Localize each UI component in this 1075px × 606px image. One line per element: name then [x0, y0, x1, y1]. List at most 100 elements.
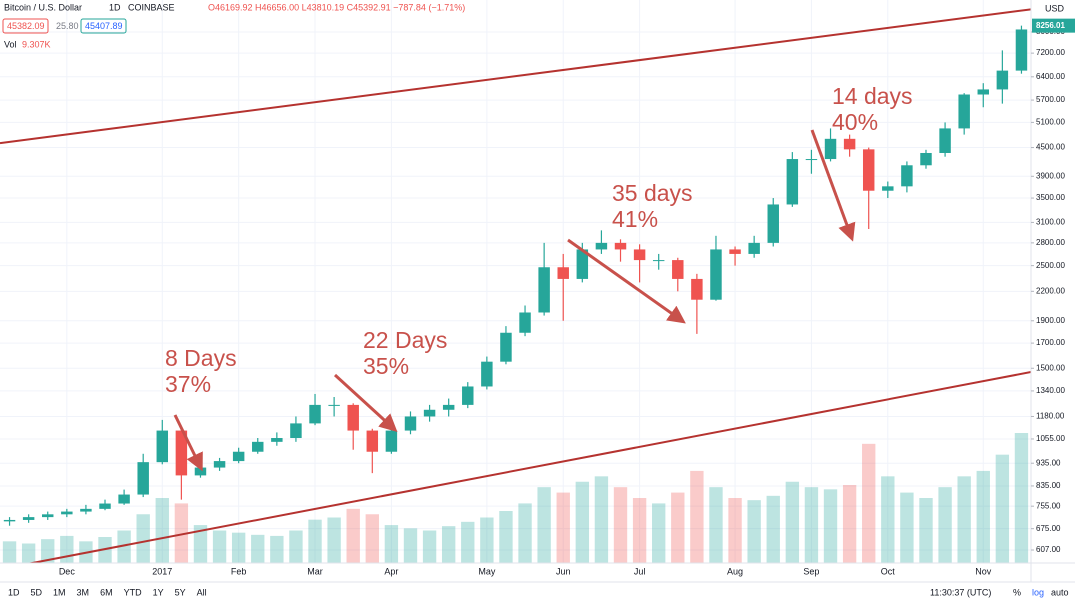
volume-bar: [270, 535, 284, 563]
volume-bar: [41, 539, 55, 563]
percent-button[interactable]: %: [1013, 587, 1021, 597]
y-tick-label: 3500.00: [1036, 193, 1065, 202]
candle-body: [194, 467, 207, 476]
interval: 1D: [109, 2, 121, 12]
volume-bar: [747, 500, 761, 563]
candle-body: [137, 462, 149, 495]
symbol-title: Bitcoin / U.S. Dollar: [4, 2, 82, 12]
candle-body: [404, 416, 417, 431]
clock: 11:30:37 (UTC): [930, 587, 991, 597]
volume-bar: [728, 498, 742, 563]
candle-body: [557, 267, 569, 279]
volume-bar: [995, 454, 1010, 563]
candle-body: [996, 70, 1009, 90]
annotation: 22 Days: [363, 327, 447, 353]
grid: [0, 0, 1031, 563]
volume-bar: [346, 508, 360, 563]
volume-bar: [2, 541, 17, 563]
y-axis: 607.00 675.00 755.00 835.00 935.00 1055.00 118…: [1031, 18, 1075, 554]
candle-body: [691, 278, 703, 300]
candle-body: [977, 89, 989, 95]
candle-body: [595, 242, 608, 250]
y-tick-label: 1700.00: [1036, 338, 1065, 347]
candle-body: [576, 249, 589, 279]
volume-bar: [21, 543, 36, 563]
candle-body: [442, 404, 455, 410]
candle-body: [232, 451, 245, 462]
y-tick-label: 3100.00: [1036, 218, 1065, 227]
volume-bar: [537, 487, 551, 563]
annotation: 37%: [165, 371, 211, 397]
volume-bar: [594, 476, 609, 563]
log-button[interactable]: log: [1032, 587, 1044, 597]
volume-bar: [766, 495, 780, 563]
bid: 45382.09: [7, 21, 45, 31]
ask-box[interactable]: [80, 18, 127, 34]
candle-body: [882, 186, 894, 191]
volume-label: Vol: [4, 39, 17, 49]
x-tick-label: May: [478, 566, 496, 576]
x-tick-label: Feb: [231, 566, 247, 576]
y-tick-label: 3900.00: [1036, 171, 1065, 180]
y-tick-label: 935.00: [1036, 458, 1061, 467]
bid-box[interactable]: [2, 18, 49, 34]
volume-bar: [308, 519, 322, 563]
range-button[interactable]: 5D: [31, 587, 43, 597]
volume-bar: [785, 481, 800, 563]
candle-body: [309, 404, 321, 424]
candle-body: [633, 249, 646, 261]
candle-body: [99, 503, 111, 509]
currency: USD: [1045, 3, 1065, 13]
volume-bar: [652, 503, 666, 563]
candle-body: [805, 159, 818, 161]
candle-body: [958, 94, 970, 129]
y-tick-label: 5700.00: [1036, 95, 1065, 104]
arrow: [333, 373, 398, 433]
trend-line: [0, 8, 1031, 145]
auto-button[interactable]: auto: [1051, 587, 1069, 597]
volume-bar: [212, 530, 227, 563]
volume-bar: [60, 535, 74, 563]
annotation: 41%: [612, 206, 658, 232]
range-button[interactable]: All: [197, 587, 207, 597]
candle-body: [271, 438, 283, 442]
volume-bar: [136, 514, 150, 563]
candle-body: [920, 152, 932, 166]
x-tick-label: 2017: [152, 566, 172, 576]
range-button[interactable]: 6M: [100, 587, 113, 597]
volume-bar: [556, 492, 570, 563]
candle-body: [462, 386, 474, 405]
candle-body: [748, 242, 760, 254]
range-button[interactable]: 1Y: [153, 587, 164, 597]
candle-body: [862, 149, 875, 191]
range-button[interactable]: 5Y: [175, 587, 186, 597]
volume-bar: [231, 532, 246, 563]
x-tick-label: Jun: [556, 566, 571, 576]
volume-bar: [461, 521, 475, 563]
volume-bar: [632, 498, 647, 563]
range-button[interactable]: YTD: [124, 587, 143, 597]
x-tick-label: Nov: [975, 566, 992, 576]
y-tick-label: 2800.00: [1036, 238, 1065, 247]
x-tick-label: Mar: [307, 566, 323, 576]
volume-bar: [862, 443, 876, 563]
volume-bar: [384, 525, 399, 563]
candle-body: [824, 138, 837, 160]
candle-body: [901, 165, 913, 187]
annotation: 40%: [832, 109, 878, 135]
range-button[interactable]: 3M: [77, 587, 90, 597]
trend-layer: [0, 8, 1031, 563]
volume-bar: [193, 525, 208, 563]
x-tick-label: Jul: [634, 566, 646, 576]
volume-bar: [671, 492, 685, 563]
annotation: 35 days: [612, 180, 693, 206]
annotation: 14 days: [832, 83, 913, 109]
volume-bar: [957, 476, 971, 563]
range-button[interactable]: 1M: [53, 587, 66, 597]
range-button[interactable]: 1D: [8, 587, 20, 597]
x-axis: Dec 2017 Feb Mar Apr May Jun Jul Aug Sep Oct Nov: [59, 566, 992, 576]
x-tick-label: Apr: [384, 566, 398, 576]
